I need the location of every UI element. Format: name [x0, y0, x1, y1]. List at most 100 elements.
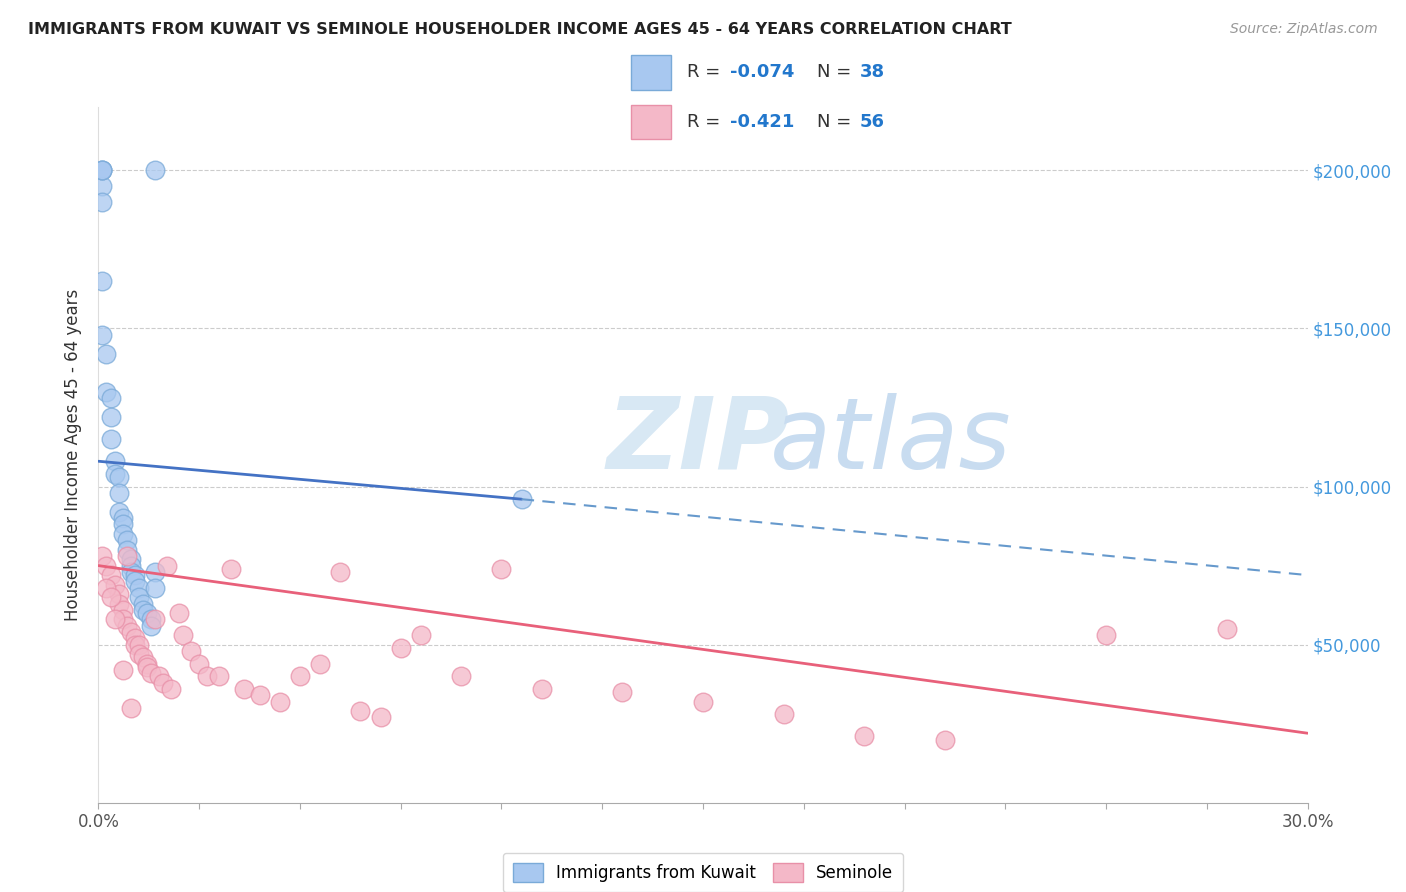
Point [111, 612, 134, 626]
Point [152, 675, 174, 690]
Point [232, 681, 254, 696]
Point [91, 274, 114, 288]
Point [91, 163, 114, 178]
Point [124, 568, 146, 582]
Point [853, 730, 876, 744]
Point [128, 647, 150, 661]
Point [107, 587, 129, 601]
Point [124, 632, 146, 646]
Point [139, 612, 162, 626]
Point [107, 486, 129, 500]
Point [103, 612, 125, 626]
Point [124, 638, 146, 652]
Point [188, 657, 211, 671]
Point [107, 505, 129, 519]
Point [132, 597, 155, 611]
Text: Source: ZipAtlas.com: Source: ZipAtlas.com [1230, 22, 1378, 37]
Point [103, 454, 125, 468]
Text: N =: N = [817, 63, 856, 81]
Point [288, 669, 311, 683]
Point [107, 597, 129, 611]
Text: 56: 56 [860, 112, 884, 130]
Text: -0.421: -0.421 [730, 112, 794, 130]
Point [934, 732, 956, 747]
Point [120, 625, 142, 640]
Point [329, 565, 352, 579]
Point [120, 552, 142, 566]
Point [139, 666, 162, 681]
Point [160, 681, 183, 696]
Point [389, 640, 412, 655]
Point [530, 681, 553, 696]
Point [450, 669, 472, 683]
Point [91, 549, 114, 563]
Point [156, 558, 179, 573]
Point [120, 558, 142, 573]
Point [91, 327, 114, 342]
Point [124, 574, 146, 589]
Point [269, 695, 291, 709]
Point [100, 409, 122, 424]
Point [370, 710, 392, 724]
Point [309, 657, 332, 671]
Point [1095, 628, 1118, 642]
Text: -0.074: -0.074 [730, 63, 794, 81]
Text: ZIP: ZIP [606, 392, 789, 490]
FancyBboxPatch shape [631, 55, 671, 89]
Point [128, 581, 150, 595]
Point [180, 644, 202, 658]
Point [96, 347, 118, 361]
Point [103, 577, 125, 591]
Point [96, 558, 118, 573]
Point [135, 606, 157, 620]
Point [128, 638, 150, 652]
Point [167, 606, 190, 620]
Point [111, 511, 134, 525]
Point [143, 581, 166, 595]
Point [120, 565, 142, 579]
Point [143, 612, 166, 626]
Y-axis label: Householder Income Ages 45 - 64 years: Householder Income Ages 45 - 64 years [65, 289, 83, 621]
Point [143, 565, 166, 579]
Point [100, 391, 122, 405]
Point [139, 618, 162, 632]
Point [208, 669, 231, 683]
Text: atlas: atlas [769, 392, 1011, 490]
Point [772, 707, 794, 722]
Point [96, 581, 118, 595]
Point [111, 517, 134, 532]
Point [111, 603, 134, 617]
Text: N =: N = [817, 112, 856, 130]
Point [143, 163, 166, 178]
Point [135, 660, 157, 674]
Text: R =: R = [686, 112, 725, 130]
Point [111, 527, 134, 541]
Point [111, 663, 134, 677]
Point [100, 432, 122, 446]
Point [510, 492, 533, 507]
Text: R =: R = [686, 63, 725, 81]
Point [148, 669, 170, 683]
Point [491, 562, 513, 576]
Text: 38: 38 [860, 63, 884, 81]
Point [91, 179, 114, 194]
Legend: Immigrants from Kuwait, Seminole: Immigrants from Kuwait, Seminole [503, 853, 903, 892]
Point [91, 163, 114, 178]
Point [115, 549, 138, 563]
Point [249, 688, 271, 702]
Point [128, 591, 150, 605]
Point [115, 542, 138, 557]
Point [349, 704, 371, 718]
Point [115, 533, 138, 548]
Point [120, 701, 142, 715]
Point [96, 384, 118, 399]
Point [91, 163, 114, 178]
Point [172, 628, 194, 642]
Text: IMMIGRANTS FROM KUWAIT VS SEMINOLE HOUSEHOLDER INCOME AGES 45 - 64 YEARS CORRELA: IMMIGRANTS FROM KUWAIT VS SEMINOLE HOUSE… [28, 22, 1012, 37]
Point [100, 591, 122, 605]
Point [1216, 622, 1239, 636]
Point [100, 568, 122, 582]
Point [132, 603, 155, 617]
Point [115, 618, 138, 632]
Point [692, 695, 714, 709]
